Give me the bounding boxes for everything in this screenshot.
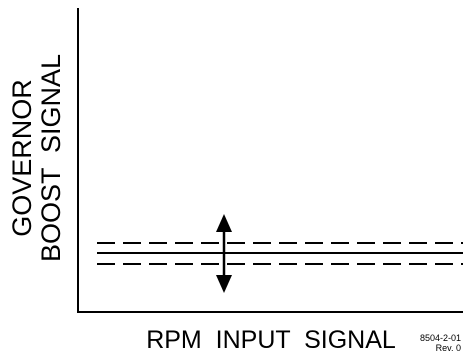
reference-code: 8504-2-01 [420,333,461,343]
double-headed-vertical-arrow-icon [216,214,232,293]
revision-label: Rev. 0 [436,343,461,353]
y-axis-label-line-2: BOOST SIGNAL [36,54,66,262]
y-axis-label-line-1: GOVERNOR [7,79,37,237]
x-axis-label: RPM INPUT SIGNAL [146,326,396,354]
